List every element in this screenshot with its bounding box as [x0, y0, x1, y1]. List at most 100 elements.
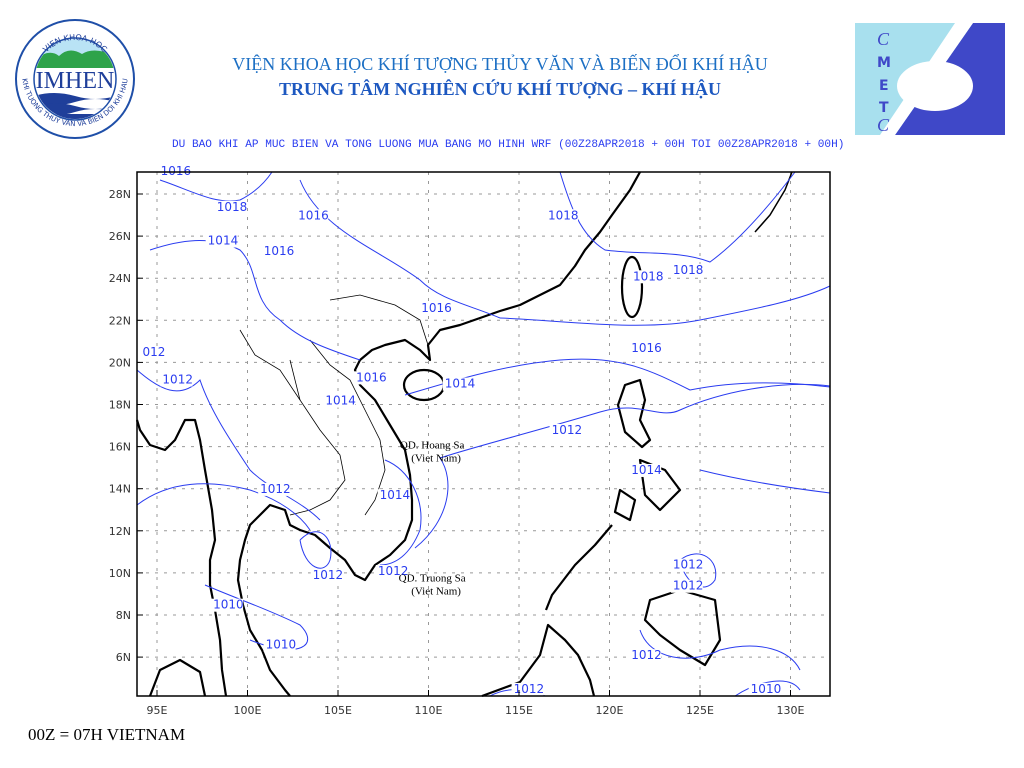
contour-label-bg	[670, 558, 703, 572]
island-country: (Viet Nam)	[411, 453, 461, 465]
country-borders	[239, 294, 429, 516]
contour-label: 1012	[673, 579, 704, 593]
cmetc-logo: C M E T C	[855, 23, 1005, 140]
contour-label: 1018	[633, 269, 664, 283]
axis-ticks: 95E 100E 105E 110E 115E 120E 125E 130E 6N 8N 10N 12…	[109, 188, 805, 717]
isobar-1012-phil-loop	[679, 553, 717, 588]
coastlines	[135, 171, 793, 698]
contour-label-bg	[296, 209, 329, 223]
contour-label: 1016	[264, 244, 295, 258]
lat-tick-label: 14N	[109, 483, 131, 496]
contour-label: 1012	[631, 648, 662, 662]
logo-letter-c2: C	[877, 115, 890, 135]
lat-tick-label: 8N	[116, 609, 131, 622]
imhen-logo: IMHEN VIEN KHOA HOC KHI TUONG THUY VAN V…	[14, 18, 136, 145]
contour-label: 1016	[356, 370, 387, 384]
lat-tick-label: 12N	[109, 525, 131, 538]
lat-tick-label: 10N	[109, 567, 131, 580]
contour-label: 1010	[266, 638, 297, 652]
contour-label-bg	[310, 569, 343, 583]
logo-letter-e: E	[879, 78, 889, 94]
contour-label: 1014	[325, 394, 356, 408]
contour-label: 1016	[631, 341, 662, 355]
contour-label-bg	[442, 377, 475, 391]
map-frame	[136, 171, 831, 697]
isobar-1012-sea	[414, 383, 831, 549]
contour-label: 1012	[673, 558, 704, 572]
contour-label: 1012	[378, 564, 409, 578]
isobar-1014-east	[404, 358, 831, 396]
isobar-1016-north	[299, 179, 501, 319]
lat-tick-label: 6N	[116, 651, 131, 664]
contour-label: 1018	[217, 200, 248, 214]
contour-label-bg	[263, 638, 296, 652]
lon-tick-label: 105E	[324, 704, 352, 717]
lat-tick-label: 22N	[109, 314, 131, 327]
center-title: TRUNG TÂM NGHIÊN CỨU KHÍ TƯỢNG – KHÍ HẬU	[278, 79, 722, 99]
contour-label: 1016	[421, 301, 452, 315]
timezone-note: 00Z = 07H VIETNAM	[28, 725, 186, 744]
contour-label-bg	[545, 209, 578, 223]
lat-tick-label: 24N	[109, 272, 131, 285]
contour-label: 1010	[751, 682, 782, 696]
contour-label-bg	[631, 270, 664, 284]
contour-label-bg	[323, 394, 356, 408]
lat-tick-label: 26N	[109, 230, 131, 243]
contour-label-bg	[140, 346, 166, 360]
mindanao-island	[643, 588, 722, 667]
lat-tick-label: 18N	[109, 399, 131, 412]
contour-label: 1012	[514, 682, 545, 696]
contour-label: 1018	[673, 263, 704, 277]
contour-label-bg	[214, 200, 247, 214]
isobar-1010-west	[136, 483, 311, 531]
contour-label: 1014	[445, 377, 476, 391]
isobar-1014-west	[149, 240, 361, 361]
contour-label-bg	[205, 234, 238, 248]
lon-tick-label: 130E	[777, 704, 805, 717]
contour-label: 1012	[552, 423, 583, 437]
contour-label-bg	[748, 682, 781, 696]
lat-tick-label: 16N	[109, 441, 131, 454]
lon-tick-label: 120E	[596, 704, 624, 717]
contour-label: 1014	[208, 234, 239, 248]
luzon-island	[616, 378, 652, 449]
contour-label-bg	[629, 341, 662, 355]
contour-label: 1012	[260, 482, 291, 496]
contour-label: 1012	[162, 372, 193, 386]
contour-label: 1018	[548, 208, 579, 222]
logo-letter-c1: C	[877, 29, 890, 49]
contour-label-bg	[419, 301, 452, 315]
isobar-1012-vietnam	[379, 459, 422, 566]
lon-tick-label: 110E	[415, 704, 443, 717]
logo-letter-t: T	[879, 100, 889, 116]
isobar-1012-west	[136, 369, 321, 521]
contour-label-bg	[375, 565, 408, 579]
lat-tick-label: 20N	[109, 356, 131, 369]
contour-label-bg	[670, 579, 703, 593]
island-name: QD. Truong Sa	[399, 572, 466, 584]
isobar-1012-gulf	[299, 531, 332, 569]
map-title: DU BAO KHI AP MUC BIEN VA TONG LUONG MUA…	[172, 139, 845, 151]
andaman-coast	[135, 418, 228, 697]
contour-label: 1012	[313, 568, 344, 582]
contour-label-bg	[629, 649, 662, 663]
taiwan-island	[620, 255, 644, 319]
contour-label: 1016	[161, 164, 192, 178]
contour-label: 1016	[298, 208, 329, 222]
sumatra-coast	[148, 658, 207, 697]
contour-label-bg	[377, 489, 410, 503]
contour-label-bg	[670, 263, 703, 277]
contour-label: 1010	[213, 598, 244, 612]
lon-tick-label: 100E	[234, 704, 262, 717]
contour-label-bg	[160, 373, 193, 387]
borneo-coast	[481, 623, 596, 698]
lon-tick-label: 95E	[147, 704, 168, 717]
contour-label-bg	[549, 423, 582, 437]
contour-label-bg	[629, 463, 662, 477]
island-name: QD. Hoang Sa	[400, 440, 465, 452]
contour-label-bg	[354, 371, 387, 385]
contour-label: 1014	[631, 463, 662, 477]
isobar-1010-se	[734, 680, 801, 697]
